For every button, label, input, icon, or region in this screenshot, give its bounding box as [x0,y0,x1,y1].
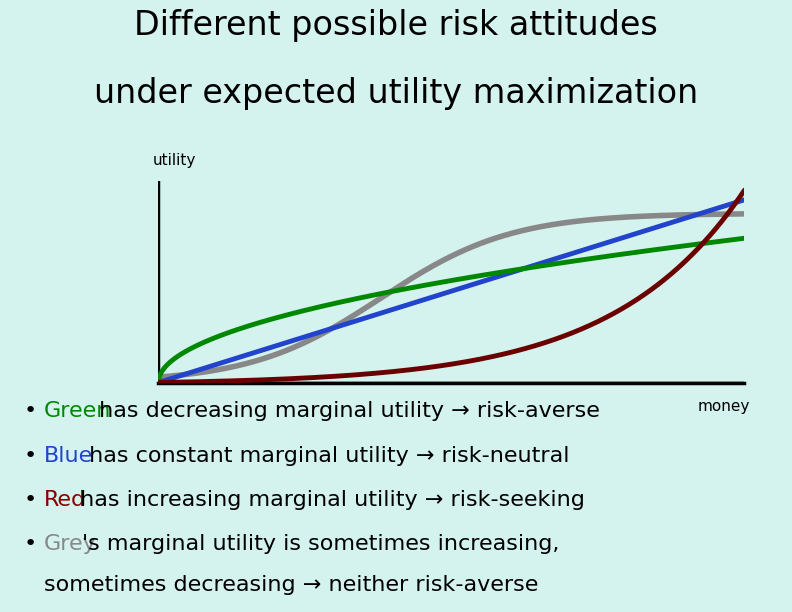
Text: Blue: Blue [44,446,93,466]
Text: has increasing marginal utility → risk-seeking: has increasing marginal utility → risk-s… [73,490,584,510]
Text: has constant marginal utility → risk-neutral: has constant marginal utility → risk-neu… [82,446,570,466]
Text: •: • [24,401,36,421]
Text: utility: utility [153,154,196,168]
Text: Green: Green [44,401,111,421]
Text: •: • [24,490,36,510]
Text: under expected utility maximization: under expected utility maximization [94,76,698,110]
Text: sometimes decreasing → neither risk-averse: sometimes decreasing → neither risk-aver… [44,575,538,595]
Text: •: • [24,446,36,466]
Text: Red: Red [44,490,86,510]
Text: has decreasing marginal utility → risk-averse: has decreasing marginal utility → risk-a… [92,401,600,421]
Text: •: • [24,534,36,554]
Text: Different possible risk attitudes: Different possible risk attitudes [134,9,658,42]
Text: money: money [698,398,750,414]
Text: 's marginal utility is sometimes increasing,: 's marginal utility is sometimes increas… [82,534,560,554]
Text: Grey: Grey [44,534,97,554]
